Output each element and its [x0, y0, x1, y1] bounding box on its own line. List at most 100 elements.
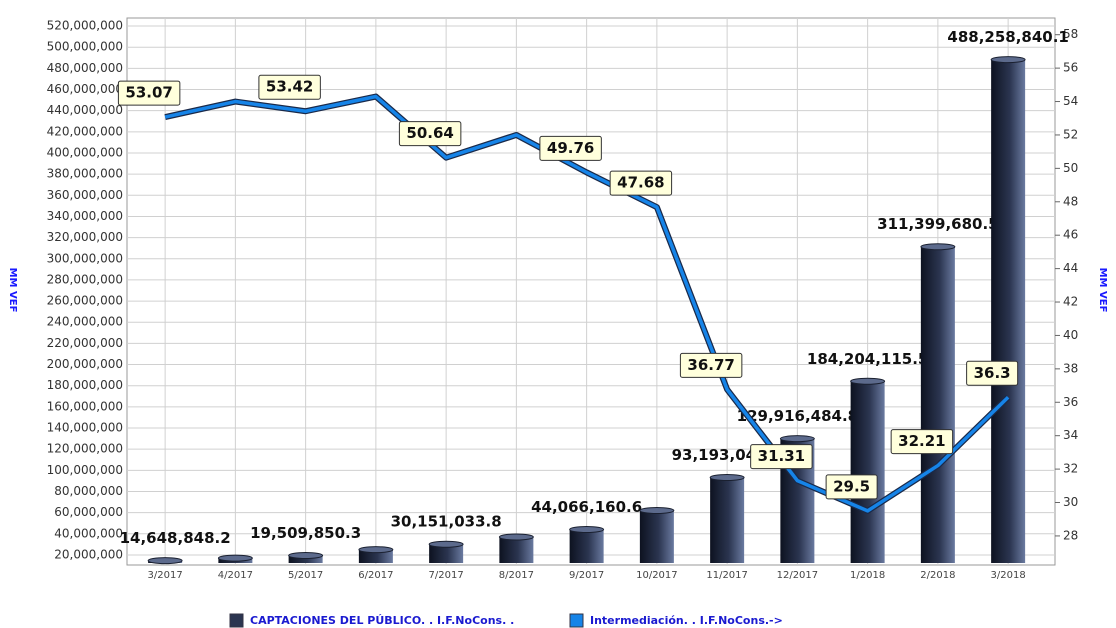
bar: [429, 544, 464, 563]
x-tick-label: 9/2017: [569, 570, 604, 581]
y-tick-label: 480,000,000: [47, 61, 123, 75]
x-tick-label: 2/2018: [920, 570, 955, 581]
data-label-box: [117, 80, 181, 106]
y2-tick-label: 50: [1063, 161, 1078, 175]
data-label: 19,509,850.3: [250, 524, 361, 542]
line: [164, 94, 1010, 513]
data-label: 53.42: [266, 78, 313, 96]
bar: [569, 529, 604, 563]
y-tick-label: 500,000,000: [47, 40, 123, 54]
y-tick-label: 160,000,000: [47, 399, 123, 413]
data-label: 47.68: [617, 174, 664, 192]
data-label-box: [750, 444, 813, 470]
y2-tick-label: 46: [1063, 228, 1078, 242]
data-label-box: [966, 360, 1019, 386]
y2-tick-label: 38: [1063, 361, 1078, 375]
data-label: 49.76: [547, 139, 594, 157]
x-tick-label: 4/2017: [218, 570, 253, 581]
data-label-box: [539, 135, 602, 161]
y-tick-label: 320,000,000: [47, 230, 123, 244]
x-tick-label: 3/2018: [991, 570, 1026, 581]
bar: [358, 549, 393, 563]
y-axis-label: MM VEF: [7, 268, 18, 313]
y-tick-label: 240,000,000: [47, 315, 123, 329]
y-tick-label: 400,000,000: [47, 145, 123, 159]
y-tick-label: 40,000,000: [54, 526, 123, 540]
y2-tick-label: 40: [1063, 328, 1078, 342]
data-label: 311,399,680.5: [877, 215, 998, 233]
data-label: 14,648,848.2: [120, 529, 231, 547]
y-tick-label: 360,000,000: [47, 188, 123, 202]
x-tick-label: 5/2017: [288, 570, 323, 581]
x-tick-label: 12/2017: [777, 570, 819, 581]
y-tick-label: 180,000,000: [47, 378, 123, 392]
data-label: 30,151,033.8: [391, 513, 502, 531]
legend-swatch: [569, 613, 584, 628]
y-tick-label: 420,000,000: [47, 124, 123, 138]
y2-tick-label: 34: [1063, 428, 1078, 442]
x-tick-label: 11/2017: [706, 570, 748, 581]
bar-cap: [217, 554, 253, 562]
bar-cap: [709, 474, 745, 482]
data-label: 44,066,160.6: [531, 498, 642, 516]
y-tick-label: 60,000,000: [54, 505, 123, 519]
bar-cap: [288, 551, 324, 559]
data-label: 36.3: [974, 364, 1011, 382]
data-label-box: [398, 121, 462, 147]
legend-label: Intermediación. . I.F.NoCons.->: [590, 614, 783, 627]
y2-tick-label: 58: [1063, 27, 1078, 41]
bar: [499, 536, 534, 563]
bar: [710, 477, 745, 563]
y-tick-label: 120,000,000: [47, 442, 123, 456]
bar-cap: [639, 507, 675, 515]
bar: [991, 59, 1026, 563]
data-label: 36.77: [687, 356, 734, 374]
x-tick-label: 3/2017: [148, 570, 183, 581]
y-tick-label: 380,000,000: [47, 167, 123, 181]
y-tick-label: 260,000,000: [47, 294, 123, 308]
data-label-box: [679, 352, 743, 378]
legend-label: CAPTACIONES DEL PÚBLICO. . I.F.NoCons. .: [250, 614, 514, 627]
data-label-box: [609, 170, 673, 196]
bar-cap: [779, 435, 815, 443]
y-tick-label: 80,000,000: [54, 484, 123, 498]
y2-tick-label: 54: [1063, 94, 1078, 108]
y-tick-label: 440,000,000: [47, 103, 123, 117]
data-label: 129,916,484.8: [737, 407, 858, 425]
y2-tick-label: 44: [1063, 261, 1078, 275]
data-label: 29.5: [833, 477, 870, 495]
x-tick-label: 6/2017: [358, 570, 393, 581]
y2-axis-label: MM VEF: [1097, 268, 1108, 313]
y2-tick-label: 28: [1063, 528, 1078, 542]
legend-swatch: [229, 613, 244, 628]
data-label-box: [825, 474, 878, 500]
y2-tick-label: 56: [1063, 61, 1078, 75]
y-tick-label: 200,000,000: [47, 357, 123, 371]
y-tick-label: 20,000,000: [54, 547, 123, 561]
bar-cap: [147, 557, 183, 565]
y2-tick-label: 48: [1063, 194, 1078, 208]
bar: [850, 381, 885, 563]
y2-tick-label: 32: [1063, 462, 1078, 476]
x-tick-label: 7/2017: [429, 570, 464, 581]
bar: [639, 510, 674, 563]
data-label: 50.64: [406, 124, 453, 142]
data-label-box: [258, 74, 321, 100]
bar-cap: [850, 377, 886, 385]
y-tick-label: 220,000,000: [47, 336, 123, 350]
data-label: 184,204,115.5: [807, 350, 928, 368]
y2-tick-label: 52: [1063, 127, 1078, 141]
y2-tick-label: 42: [1063, 295, 1078, 309]
y2-tick-label: 36: [1063, 395, 1078, 409]
y-tick-label: 460,000,000: [47, 82, 123, 96]
data-label: 32.21: [898, 432, 945, 450]
bar-cap: [569, 525, 605, 533]
y-tick-label: 140,000,000: [47, 421, 123, 435]
y-tick-label: 520,000,000: [47, 19, 123, 33]
bar-cap: [990, 56, 1026, 64]
y2-tick-label: 30: [1063, 495, 1078, 509]
y-tick-label: 300,000,000: [47, 251, 123, 265]
bar-cap: [358, 546, 394, 554]
data-label: 31.31: [758, 447, 805, 465]
